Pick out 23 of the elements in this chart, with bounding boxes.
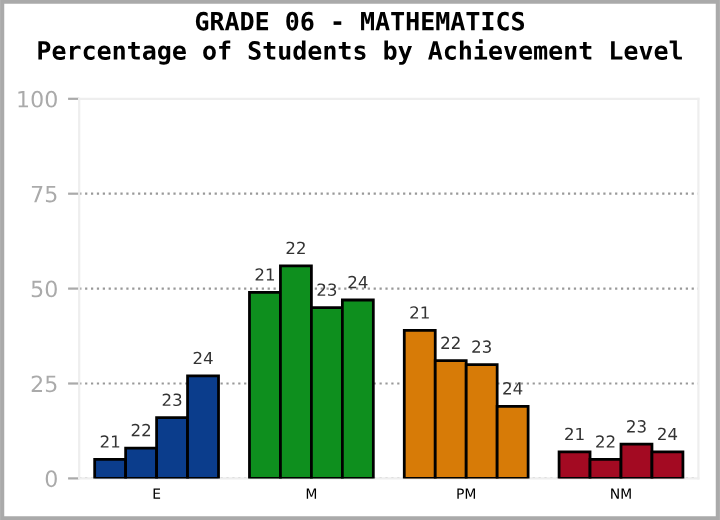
series-label: 21 <box>255 268 275 281</box>
text: 23 <box>317 283 337 297</box>
y-tick-label: 75 <box>31 185 57 203</box>
text: 24 <box>348 275 368 289</box>
y-tick-label: 0 <box>45 470 57 488</box>
text: 21 <box>410 306 429 319</box>
series-label: 22 <box>131 423 151 437</box>
y-tick-label: 25 <box>31 375 57 393</box>
text: 23 <box>472 340 491 353</box>
text: 24 <box>193 351 213 365</box>
text: 22 <box>596 435 615 448</box>
text: 21 <box>100 435 120 448</box>
text: 24 <box>658 427 678 441</box>
series-label: 24 <box>503 382 523 395</box>
chart-subtitle: Percentage of Students by Achievement Level <box>38 39 682 65</box>
y-tick-label: 100 <box>18 90 57 108</box>
text: 21 <box>565 427 584 441</box>
y-tick-label: 50 <box>31 280 57 298</box>
text: 22 <box>441 336 460 349</box>
text: 23 <box>627 420 646 433</box>
text: 22 <box>286 241 305 255</box>
chart-title: GRADE 06 - MATHEMATICS <box>195 11 525 31</box>
series-label: 23 <box>162 393 182 407</box>
